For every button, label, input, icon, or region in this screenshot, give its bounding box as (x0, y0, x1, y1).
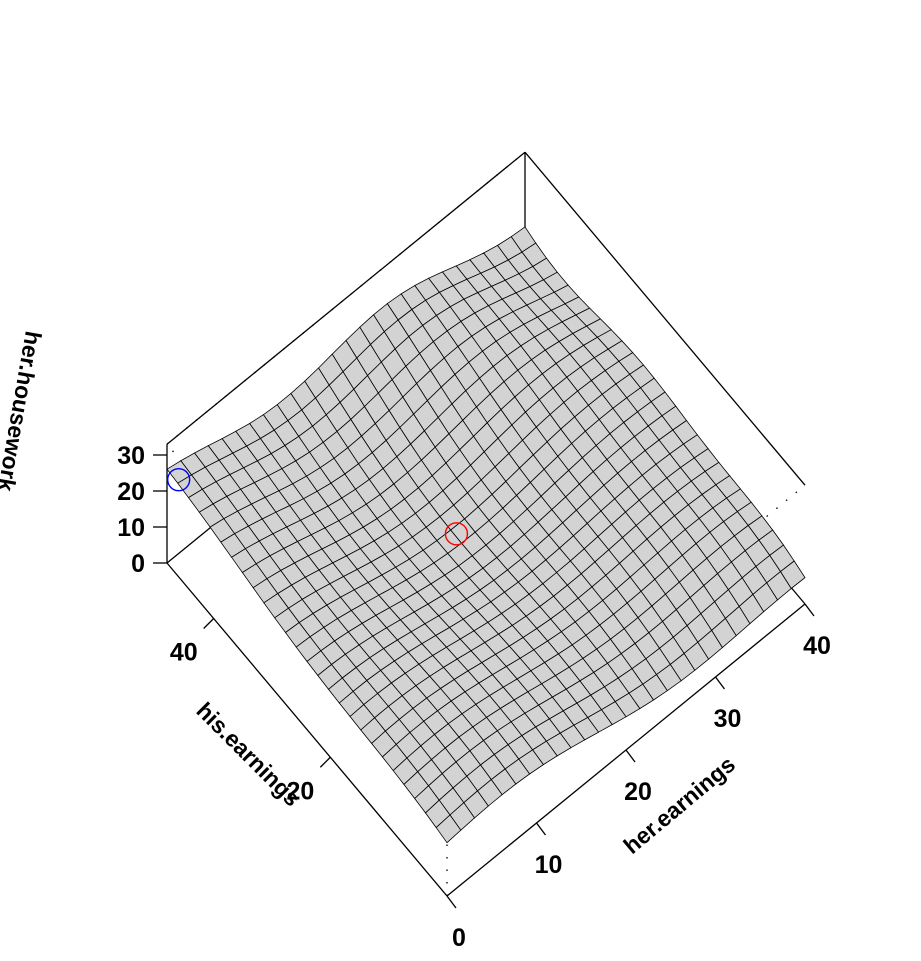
tick-label: 40 (803, 632, 831, 660)
z-axis-label: her.housework (0, 329, 47, 494)
surface-facet (435, 814, 462, 844)
back-edge (524, 151, 806, 486)
tick-label: 30 (117, 442, 145, 470)
tick-mark (714, 676, 726, 690)
tick-label: 0 (131, 550, 145, 578)
y-axis-label: his.earnings (191, 697, 305, 811)
tick-mark (804, 603, 815, 617)
tick-label: 20 (287, 777, 315, 805)
blue-point (166, 467, 191, 492)
tick-label: 0 (452, 924, 466, 952)
back-edge (166, 151, 526, 445)
surface-mesh (166, 226, 806, 844)
highlighted-points (166, 467, 469, 546)
tick-mark (625, 749, 636, 763)
tick-label: 10 (535, 851, 563, 879)
tick-label: 40 (170, 639, 198, 667)
tick-mark (203, 618, 215, 629)
red-point (444, 522, 469, 546)
tick-label: 20 (624, 778, 652, 806)
tick-mark (446, 895, 457, 909)
tick-label: 30 (714, 705, 742, 733)
axis-ticks: 0 10 20 30 40 20 40 0 10 20 30 (117, 442, 831, 952)
tick-mark (535, 822, 547, 836)
tick-label: 20 (117, 478, 145, 506)
tick-mark (319, 756, 331, 768)
tick-label: 10 (117, 514, 145, 542)
